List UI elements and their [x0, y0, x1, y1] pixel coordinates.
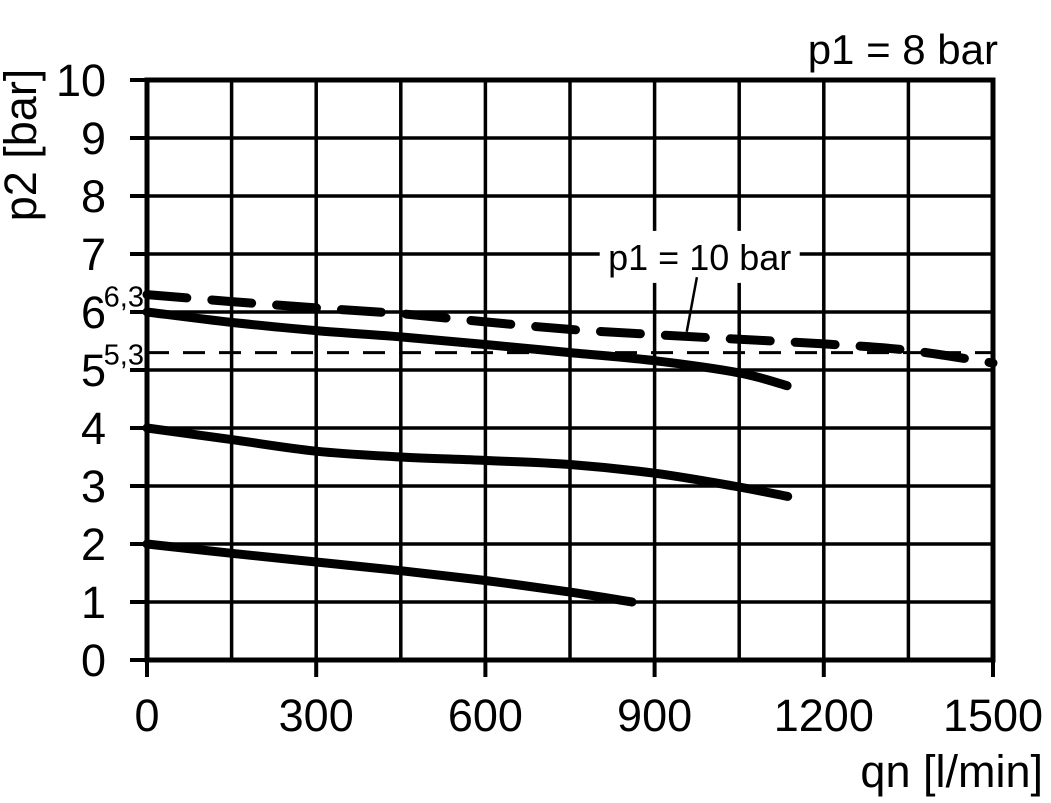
y-tick-label: 5	[81, 345, 106, 396]
curve-1-solid	[142, 307, 792, 391]
x-tick-label: 900	[617, 690, 692, 741]
x-axis-title: qn [l/min]	[860, 746, 1043, 797]
annotation-p1-10bar: p1 = 10 bar	[608, 237, 791, 278]
annotation-mask	[599, 230, 800, 283]
curve-2-solid	[142, 423, 793, 501]
y-tick-label: 0	[81, 635, 106, 686]
y-tick-label: 7	[81, 229, 106, 280]
y-tick-label: 9	[81, 113, 106, 164]
x-tick-label: 1200	[774, 690, 874, 741]
y-tick-label: 4	[81, 403, 106, 454]
x-tick-label: 1500	[943, 690, 1043, 741]
y-tick-label: 2	[81, 519, 106, 570]
y-tick-label: 8	[81, 171, 106, 222]
x-tick-label: 0	[134, 690, 159, 741]
y-tick-label: 10	[56, 55, 106, 106]
y-tick-label: 3	[81, 461, 106, 512]
chart-title-p1-8bar: p1 = 8 bar	[808, 26, 998, 73]
y-tick-label: 6	[81, 287, 106, 338]
x-tick-label: 600	[448, 690, 523, 741]
x-tick-label: 300	[279, 690, 354, 741]
curve-0-dashed	[142, 290, 998, 368]
y-special-label: 5,3	[104, 340, 144, 372]
y-special-label: 6,3	[104, 282, 144, 314]
y-axis-title: p2 [bar]	[0, 69, 46, 222]
annotation-leader-line	[685, 276, 699, 332]
curve-3-solid	[142, 539, 637, 607]
y-tick-label: 1	[81, 577, 106, 628]
